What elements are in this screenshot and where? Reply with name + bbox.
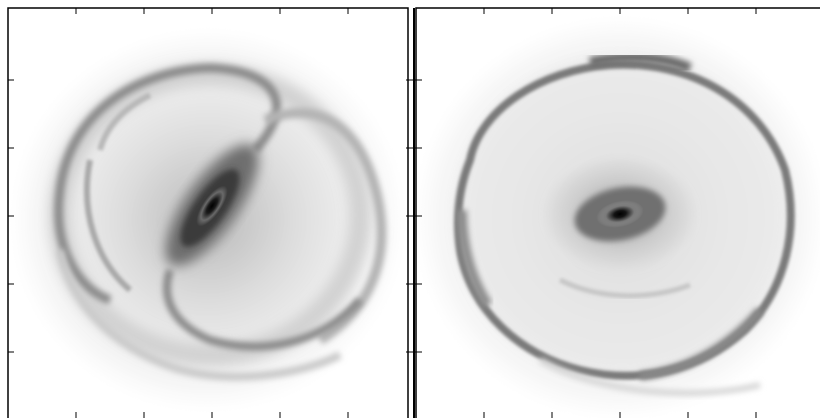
left-galaxy-core xyxy=(196,185,228,227)
left-panel xyxy=(8,8,408,418)
right-galaxy-core xyxy=(596,200,644,228)
left-spiral-arm-lower xyxy=(162,268,363,351)
right-panel-frame xyxy=(415,7,820,418)
left-panel-frame xyxy=(7,7,409,418)
right-panel xyxy=(416,8,820,418)
tick-marks xyxy=(8,8,757,418)
left-spiral-arm-upper xyxy=(54,63,282,305)
